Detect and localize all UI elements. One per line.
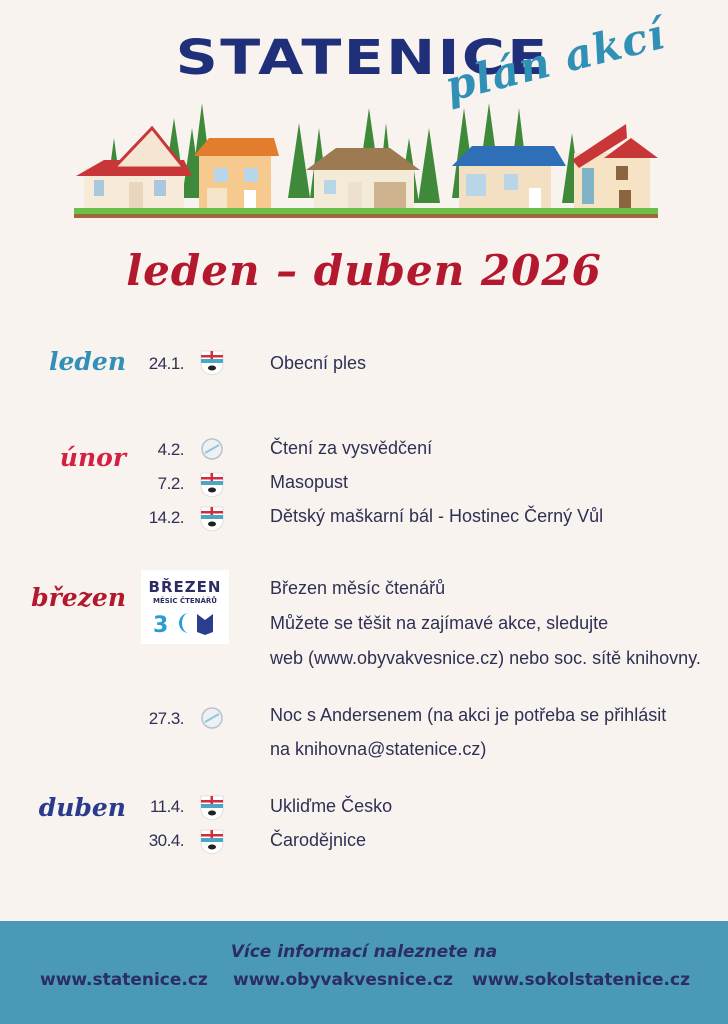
- event-date: 27.3.: [148, 709, 185, 728]
- footer-link-statenice[interactable]: www.statenice.cz: [40, 970, 208, 990]
- event-title: Čarodějnice: [270, 830, 367, 850]
- badge-title: BŘEZEN: [148, 578, 222, 596]
- village-coat-of-arms-icon: [200, 795, 224, 821]
- svg-text:3: 3: [153, 613, 168, 636]
- badge-subtitle: MĚSÍC ČTENÁŘŮ: [152, 597, 217, 605]
- library-seal-icon: [201, 707, 223, 729]
- village-coat-of-arms-icon: [200, 506, 224, 532]
- brezen-mesic-ctenaru-badge: BŘEZEN MĚSÍC ČTENÁŘŮ 3: [141, 570, 229, 644]
- event-title: Ukliďme Česko: [270, 796, 393, 816]
- month-label-brezen: březen: [31, 583, 126, 612]
- event-title: Čtení za vysvědčení: [270, 438, 433, 458]
- period-heading: leden – duben 2026: [126, 246, 602, 295]
- village-coat-of-arms-icon: [200, 829, 224, 855]
- library-seal-icon: [201, 438, 223, 460]
- poster-title: STATENICE: [175, 30, 550, 86]
- event-title: Noc s Andersenem (na akci je potřeba se …: [270, 705, 667, 725]
- event-title: Obecní ples: [270, 353, 367, 373]
- event-info-line: web (www.obyvakvesnice.cz) nebo soc. sít…: [270, 648, 701, 668]
- month-label-duben: duben: [38, 793, 126, 822]
- month-label-leden: leden: [49, 347, 126, 376]
- village-coat-of-arms-icon: [200, 350, 224, 376]
- event-date: 7.2.: [157, 474, 185, 493]
- event-date: 14.2.: [148, 508, 185, 527]
- event-date: 24.1.: [148, 354, 185, 373]
- event-info-line: Březen měsíc čtenářů: [270, 578, 446, 598]
- event-date: 4.2.: [157, 440, 185, 459]
- poster-subtitle: plán akcí: [440, 9, 670, 111]
- footer-lead-text: Více informací naleznete na: [230, 942, 498, 962]
- event-title: Dětský maškarní bál - Hostinec Černý Vůl: [270, 506, 604, 526]
- event-date: 30.4.: [148, 831, 185, 850]
- footer-link-obyvakvesnice[interactable]: www.obyvakvesnice.cz: [233, 970, 453, 990]
- badge-logo-icon: 3: [153, 613, 213, 636]
- event-title-continued: na knihovna@statenice.cz): [270, 739, 487, 759]
- event-date: 11.4.: [149, 797, 185, 816]
- footer-bar: Více informací naleznete na www.statenic…: [0, 921, 728, 1024]
- village-coat-of-arms-icon: [200, 472, 224, 498]
- village-houses-illustration: [74, 103, 658, 218]
- event-title: Masopust: [270, 472, 349, 492]
- event-info-line: Můžete se těšit na zajímavé akce, sleduj…: [270, 613, 609, 633]
- month-label-unor: únor: [59, 443, 126, 472]
- footer-link-sokolstatenice[interactable]: www.sokolstatenice.cz: [472, 970, 690, 990]
